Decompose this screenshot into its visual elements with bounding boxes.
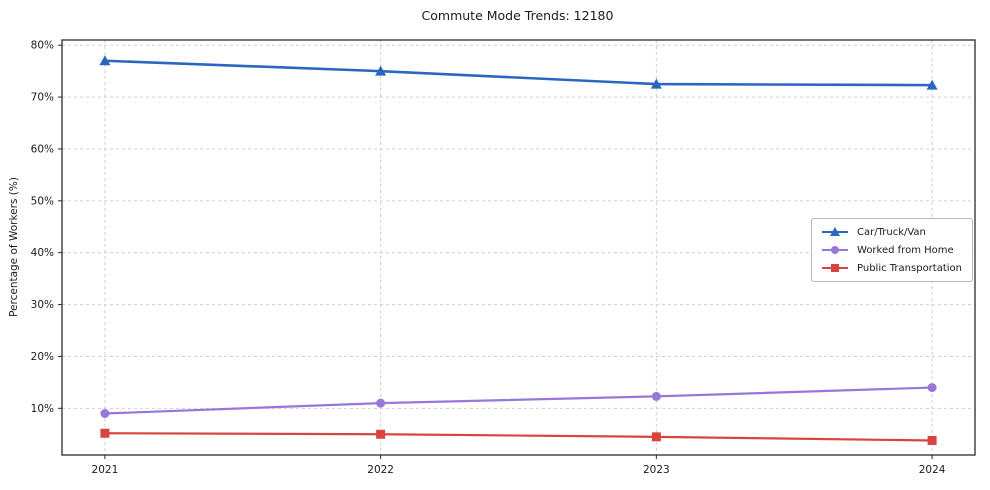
legend-label: Public Transportation: [857, 262, 962, 274]
svg-text:50%: 50%: [31, 195, 54, 207]
svg-text:2022: 2022: [367, 464, 394, 476]
svg-text:10%: 10%: [31, 403, 54, 415]
svg-text:2021: 2021: [92, 464, 119, 476]
svg-text:80%: 80%: [31, 40, 54, 52]
svg-text:40%: 40%: [31, 247, 54, 259]
line-triangle-marker-icon: [822, 227, 849, 236]
legend-item-car-truck-van: Car/Truck/Van: [820, 226, 962, 238]
svg-text:2023: 2023: [643, 464, 670, 476]
legend-label: Worked from Home: [857, 244, 954, 256]
line-circle-marker-icon: [822, 246, 849, 254]
line-square-marker-icon: [822, 264, 849, 272]
legend-item-public-transportation: Public Transportation: [820, 262, 962, 274]
svg-text:60%: 60%: [31, 143, 54, 155]
svg-text:30%: 30%: [31, 299, 54, 311]
chart-legend: Car/Truck/Van Worked from Home Public Tr…: [811, 218, 973, 282]
legend-label: Car/Truck/Van: [857, 226, 926, 238]
svg-text:20%: 20%: [31, 351, 54, 363]
legend-item-worked-from-home: Worked from Home: [820, 244, 962, 256]
chart-title: Commute Mode Trends: 12180: [421, 8, 614, 23]
svg-text:70%: 70%: [31, 92, 54, 104]
svg-text:2024: 2024: [919, 464, 946, 476]
